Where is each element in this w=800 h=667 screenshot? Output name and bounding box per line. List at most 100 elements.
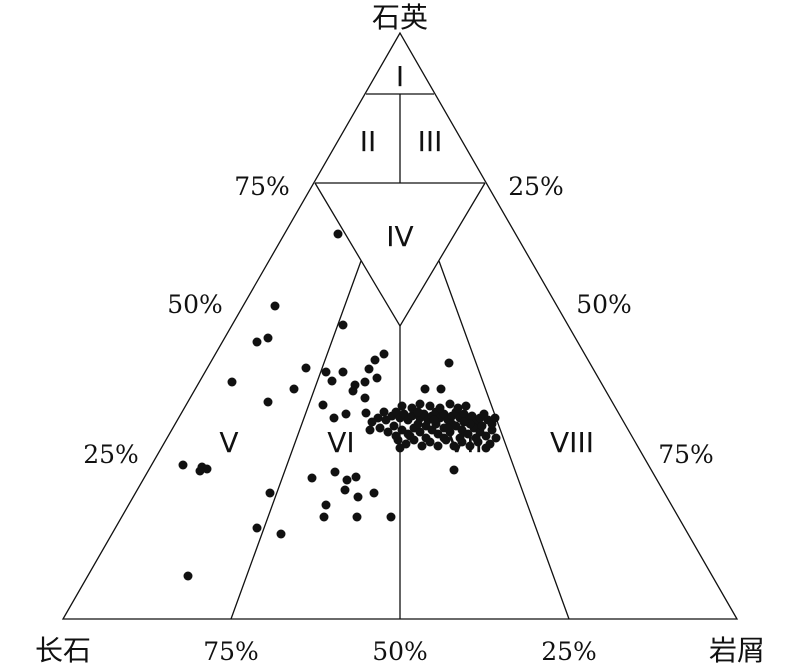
sample-point bbox=[360, 393, 370, 403]
sample-point bbox=[449, 465, 459, 475]
sample-point bbox=[405, 431, 415, 441]
sample-point bbox=[351, 472, 361, 482]
apex-label-lithic: 岩屑 bbox=[709, 634, 765, 667]
sample-point bbox=[413, 407, 423, 417]
sample-point bbox=[413, 419, 423, 429]
sample-point bbox=[449, 441, 459, 451]
sample-point bbox=[455, 433, 465, 443]
right-scale-label: 25% bbox=[508, 172, 564, 201]
bottom-scale-label: 50% bbox=[372, 637, 428, 666]
sample-point bbox=[425, 401, 435, 411]
sample-point bbox=[461, 401, 471, 411]
sample-point bbox=[379, 407, 389, 417]
left-scale-label: 25% bbox=[83, 440, 139, 469]
sample-point bbox=[477, 421, 487, 431]
sample-point bbox=[318, 400, 328, 410]
sample-point bbox=[252, 523, 262, 533]
sample-point bbox=[270, 301, 280, 311]
field-V-VI-divider bbox=[230, 260, 362, 620]
sample-point bbox=[340, 485, 350, 495]
sample-point bbox=[386, 512, 396, 522]
sample-point bbox=[333, 229, 343, 239]
sample-point bbox=[465, 441, 475, 451]
sample-point bbox=[276, 529, 286, 539]
sample-point bbox=[420, 384, 430, 394]
field-label-VI: VI bbox=[327, 426, 354, 459]
sample-point bbox=[463, 429, 473, 439]
sample-point bbox=[429, 415, 439, 425]
left-scale-label: 50% bbox=[167, 290, 223, 319]
field-label-II: II bbox=[360, 125, 377, 158]
sample-point bbox=[395, 443, 405, 453]
sample-point bbox=[321, 500, 331, 510]
sample-point bbox=[289, 384, 299, 394]
sample-point bbox=[352, 512, 362, 522]
sample-point bbox=[369, 488, 379, 498]
sample-point bbox=[439, 433, 449, 443]
sample-point bbox=[421, 433, 431, 443]
field-IV-boundary bbox=[314, 182, 486, 328]
apex-label-feldspar: 长石 bbox=[35, 634, 91, 667]
sample-point bbox=[195, 466, 205, 476]
sample-point bbox=[327, 376, 337, 386]
sample-point bbox=[383, 427, 393, 437]
sample-point bbox=[436, 384, 446, 394]
sample-point bbox=[252, 337, 262, 347]
sample-point bbox=[330, 467, 340, 477]
sample-point bbox=[417, 441, 427, 451]
sample-point bbox=[263, 397, 273, 407]
sample-point bbox=[202, 464, 212, 474]
sample-point bbox=[364, 364, 374, 374]
sample-point bbox=[375, 423, 385, 433]
sample-point bbox=[372, 373, 382, 383]
sample-point bbox=[444, 358, 454, 368]
sample-point bbox=[443, 423, 453, 433]
right-scale-label: 50% bbox=[576, 290, 632, 319]
sample-point bbox=[319, 512, 329, 522]
sample-point bbox=[321, 367, 331, 377]
sample-point bbox=[491, 433, 501, 443]
sample-point bbox=[338, 367, 348, 377]
sample-point bbox=[397, 401, 407, 411]
sample-point bbox=[459, 417, 469, 427]
sample-point bbox=[329, 413, 339, 423]
sample-point bbox=[415, 399, 425, 409]
sample-point bbox=[341, 409, 351, 419]
sample-point bbox=[391, 431, 401, 441]
sample-point bbox=[227, 377, 237, 387]
sample-point bbox=[365, 425, 375, 435]
sample-point bbox=[471, 433, 481, 443]
sample-point bbox=[445, 399, 455, 409]
sample-point bbox=[379, 349, 389, 359]
sample-point bbox=[178, 460, 188, 470]
bottom-scale-label: 75% bbox=[203, 637, 259, 666]
bottom-scale-label: 25% bbox=[541, 637, 597, 666]
sample-point bbox=[370, 355, 380, 365]
field-VII-VIII-divider bbox=[438, 260, 570, 620]
left-scale-label: 75% bbox=[234, 172, 290, 201]
sample-point bbox=[338, 320, 348, 330]
sample-point bbox=[263, 333, 273, 343]
sample-point bbox=[485, 439, 495, 449]
sample-point bbox=[342, 475, 352, 485]
sample-point bbox=[183, 571, 193, 581]
sample-point bbox=[453, 403, 463, 413]
sample-point bbox=[389, 421, 399, 431]
sample-point bbox=[360, 377, 370, 387]
field-label-V: V bbox=[219, 426, 238, 459]
field-label-VIII: VIII bbox=[550, 426, 594, 459]
sample-point bbox=[433, 441, 443, 451]
field-label-I: I bbox=[396, 60, 404, 93]
sample-point bbox=[481, 431, 491, 441]
sample-point bbox=[353, 492, 363, 502]
sample-point bbox=[361, 408, 371, 418]
sample-point bbox=[415, 427, 425, 437]
field-label-IV: IV bbox=[386, 220, 413, 253]
sample-point bbox=[307, 473, 317, 483]
right-scale-label: 75% bbox=[658, 440, 714, 469]
apex-label-quartz: 石英 bbox=[372, 1, 428, 34]
sample-point bbox=[348, 386, 358, 396]
sample-point bbox=[435, 403, 445, 413]
